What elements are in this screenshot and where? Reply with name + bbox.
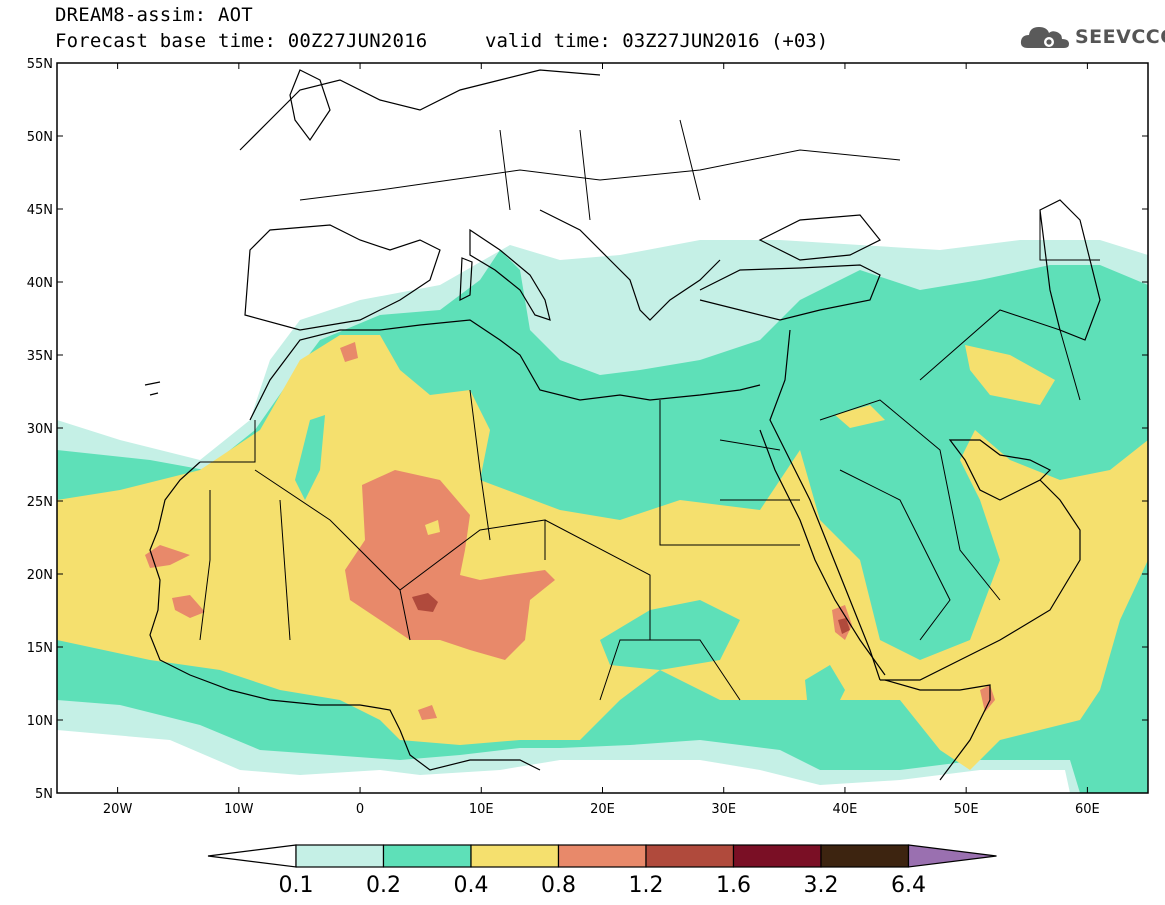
aot-band-0.4	[965, 345, 1055, 405]
colorbar-label: 0.1	[279, 873, 314, 898]
colorbar-segment	[470, 844, 560, 868]
cloud-logo-icon	[1020, 27, 1069, 48]
aot-band-0.2	[600, 600, 740, 670]
aot-band-0.4	[835, 405, 885, 428]
aot-band-0.4	[425, 520, 440, 535]
colorbar-segment	[732, 844, 822, 868]
aot-band-0.8	[172, 595, 205, 618]
colorbar-segment	[382, 844, 472, 868]
seevccc-logo: SEEVCCC	[1018, 22, 1165, 52]
longitude-axis: 20W 10W 0 10E 20E 30E 40E 50E 60E	[103, 63, 1100, 817]
colorbar-segment	[820, 844, 910, 868]
colorbar-label: 3.2	[804, 873, 839, 898]
lon-tick-label: 30E	[711, 802, 736, 817]
aot-band-0.8	[145, 545, 190, 568]
coastlines	[144, 69, 1101, 781]
lat-tick-label: 5N	[35, 787, 53, 802]
lat-tick-label: 55N	[27, 57, 53, 72]
lat-tick-label: 20N	[27, 568, 53, 583]
latitude-axis: 5N 10N 15N 20N 25N 30N 35N 40N 45N 50N 55N	[27, 57, 1148, 802]
aot-band-0.2	[880, 510, 935, 590]
lon-tick-label: 50E	[954, 802, 979, 817]
aot-contour-fields	[57, 63, 1148, 793]
lon-tick-label: 40E	[833, 802, 858, 817]
valid-time: valid time: 03Z27JUN2016 (+03)	[485, 30, 829, 52]
aot-band-1.2	[838, 618, 850, 634]
colorbar-segment	[557, 844, 647, 868]
lon-tick-label: 20W	[103, 802, 133, 817]
colorbar-label: 0.8	[541, 873, 576, 898]
aot-band-0.8	[340, 342, 358, 362]
lon-tick-label: 60E	[1075, 802, 1100, 817]
aot-band-0.8	[418, 705, 437, 720]
aot-band-0.8	[345, 470, 555, 660]
lon-tick-label: 0	[356, 802, 364, 817]
colorbar-label: 1.2	[629, 873, 664, 898]
lat-tick-label: 40N	[27, 276, 53, 291]
forecast-base-time: Forecast base time: 00Z27JUN2016	[55, 30, 428, 52]
colorbar-below-triangle	[207, 844, 297, 868]
colorbar-segment	[295, 844, 385, 868]
lat-tick-label: 45N	[27, 203, 53, 218]
political-borders	[199, 119, 1100, 701]
lon-tick-label: 10W	[224, 802, 254, 817]
lat-tick-label: 15N	[27, 641, 53, 656]
aot-band-1.2	[412, 593, 438, 612]
colorbar-segment	[645, 844, 735, 868]
lat-tick-label: 35N	[27, 349, 53, 364]
map-title: DREAM8-assim: AOT	[55, 4, 253, 26]
lat-tick-label: 25N	[27, 495, 53, 510]
lat-tick-label: 10N	[27, 714, 53, 729]
lon-tick-label: 10E	[469, 802, 494, 817]
aot-band-0.2	[295, 415, 325, 500]
colorbar-label: 6.4	[891, 873, 926, 898]
colorbar-above-triangle	[907, 844, 997, 868]
colorbar-label: 0.2	[366, 873, 401, 898]
aot-band-0.2	[805, 665, 845, 720]
lat-tick-label: 30N	[27, 422, 53, 437]
logo-text: SEEVCCC	[1075, 26, 1165, 48]
lat-tick-label: 50N	[27, 130, 53, 145]
colorbar: 0.1 0.2 0.4 0.8 1.2 1.6 3.2 6.4	[207, 844, 997, 898]
lon-tick-label: 20E	[590, 802, 615, 817]
colorbar-label: 1.6	[716, 873, 751, 898]
colorbar-label: 0.4	[454, 873, 489, 898]
aot-band-0.8	[980, 685, 995, 712]
